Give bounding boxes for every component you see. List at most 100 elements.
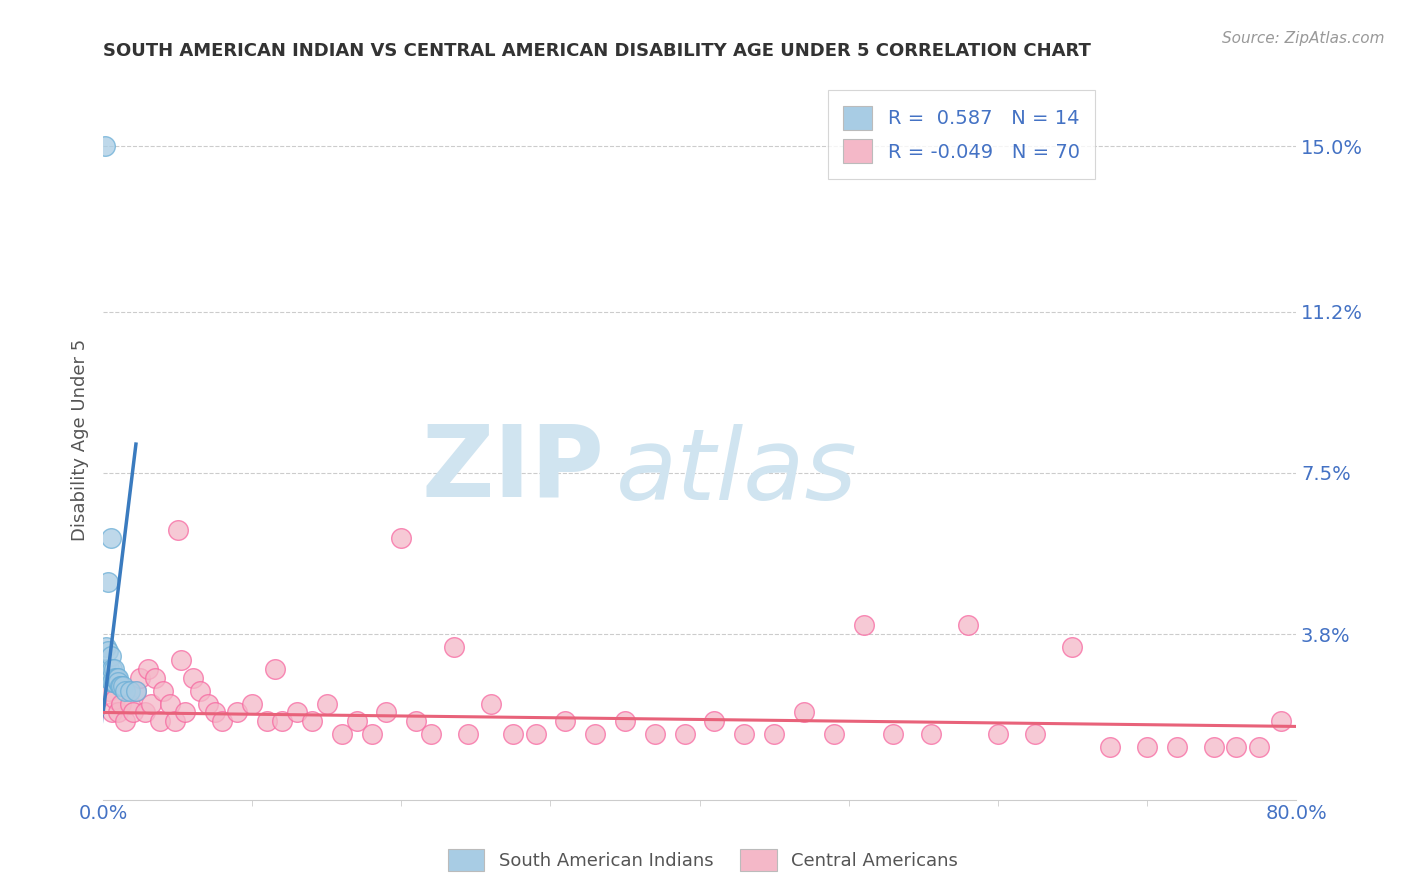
Legend: R =  0.587   N = 14, R = -0.049   N = 70: R = 0.587 N = 14, R = -0.049 N = 70 [828,90,1095,178]
Point [103,662,125,676]
Point [143,671,166,685]
Point [111,679,134,693]
Y-axis label: Disability Age Under 5: Disability Age Under 5 [72,339,89,541]
Point [118,697,141,711]
Point [644,727,666,741]
Point [104,692,127,706]
Point [502,727,524,741]
Point [1136,740,1159,755]
Point [852,618,875,632]
Point [108,679,131,693]
Point [197,697,219,711]
Text: SOUTH AMERICAN INDIAN VS CENTRAL AMERICAN DISABILITY AGE UNDER 5 CORRELATION CHA: SOUTH AMERICAN INDIAN VS CENTRAL AMERICA… [103,42,1091,60]
Point [405,714,427,729]
Point [100,671,122,685]
Point [443,640,465,654]
Point [101,675,124,690]
Point [101,706,124,720]
Point [346,714,368,729]
Point [114,714,136,729]
Point [152,683,174,698]
Point [1202,740,1225,755]
Point [360,727,382,741]
Point [882,727,904,741]
Point [733,727,755,741]
Point [1247,740,1270,755]
Text: Source: ZipAtlas.com: Source: ZipAtlas.com [1222,31,1385,46]
Point [956,618,979,632]
Point [97,671,120,685]
Point [149,714,172,729]
Point [554,714,576,729]
Point [389,531,412,545]
Point [763,727,786,741]
Point [125,683,148,698]
Point [93,139,115,153]
Point [920,727,942,741]
Point [285,706,308,720]
Point [122,706,145,720]
Point [271,714,294,729]
Point [98,683,121,698]
Point [136,662,159,676]
Point [110,697,132,711]
Legend: South American Indians, Central Americans: South American Indians, Central American… [441,842,965,879]
Point [263,662,285,676]
Point [97,644,120,658]
Point [94,640,117,654]
Point [226,706,249,720]
Point [125,683,148,698]
Point [163,714,186,729]
Point [823,727,845,741]
Point [107,675,129,690]
Point [134,706,156,720]
Text: atlas: atlas [616,424,858,521]
Point [101,662,124,676]
Point [987,727,1010,741]
Point [174,706,197,720]
Point [673,727,696,741]
Point [97,574,120,589]
Point [139,697,162,711]
Point [118,683,141,698]
Point [793,706,815,720]
Point [159,697,181,711]
Point [166,523,188,537]
Point [211,714,233,729]
Point [1270,714,1292,729]
Point [1024,727,1046,741]
Point [105,671,128,685]
Point [420,727,443,741]
Point [524,727,547,741]
Point [129,671,152,685]
Point [479,697,502,711]
Point [375,706,398,720]
Point [583,727,606,741]
Point [100,531,122,545]
Point [330,727,353,741]
Point [169,653,191,667]
Point [703,714,725,729]
Point [107,706,129,720]
Point [1225,740,1247,755]
Text: ZIP: ZIP [422,420,605,517]
Point [98,662,121,676]
Point [204,706,226,720]
Point [181,671,204,685]
Point [240,697,263,711]
Point [103,675,125,690]
Point [100,648,122,663]
Point [301,714,323,729]
Point [1098,740,1121,755]
Point [1166,740,1188,755]
Point [114,683,136,698]
Point [110,679,132,693]
Point [188,683,211,698]
Point [315,697,337,711]
Point [457,727,479,741]
Point [94,662,117,676]
Point [107,671,129,685]
Point [256,714,278,729]
Point [104,671,127,685]
Point [614,714,637,729]
